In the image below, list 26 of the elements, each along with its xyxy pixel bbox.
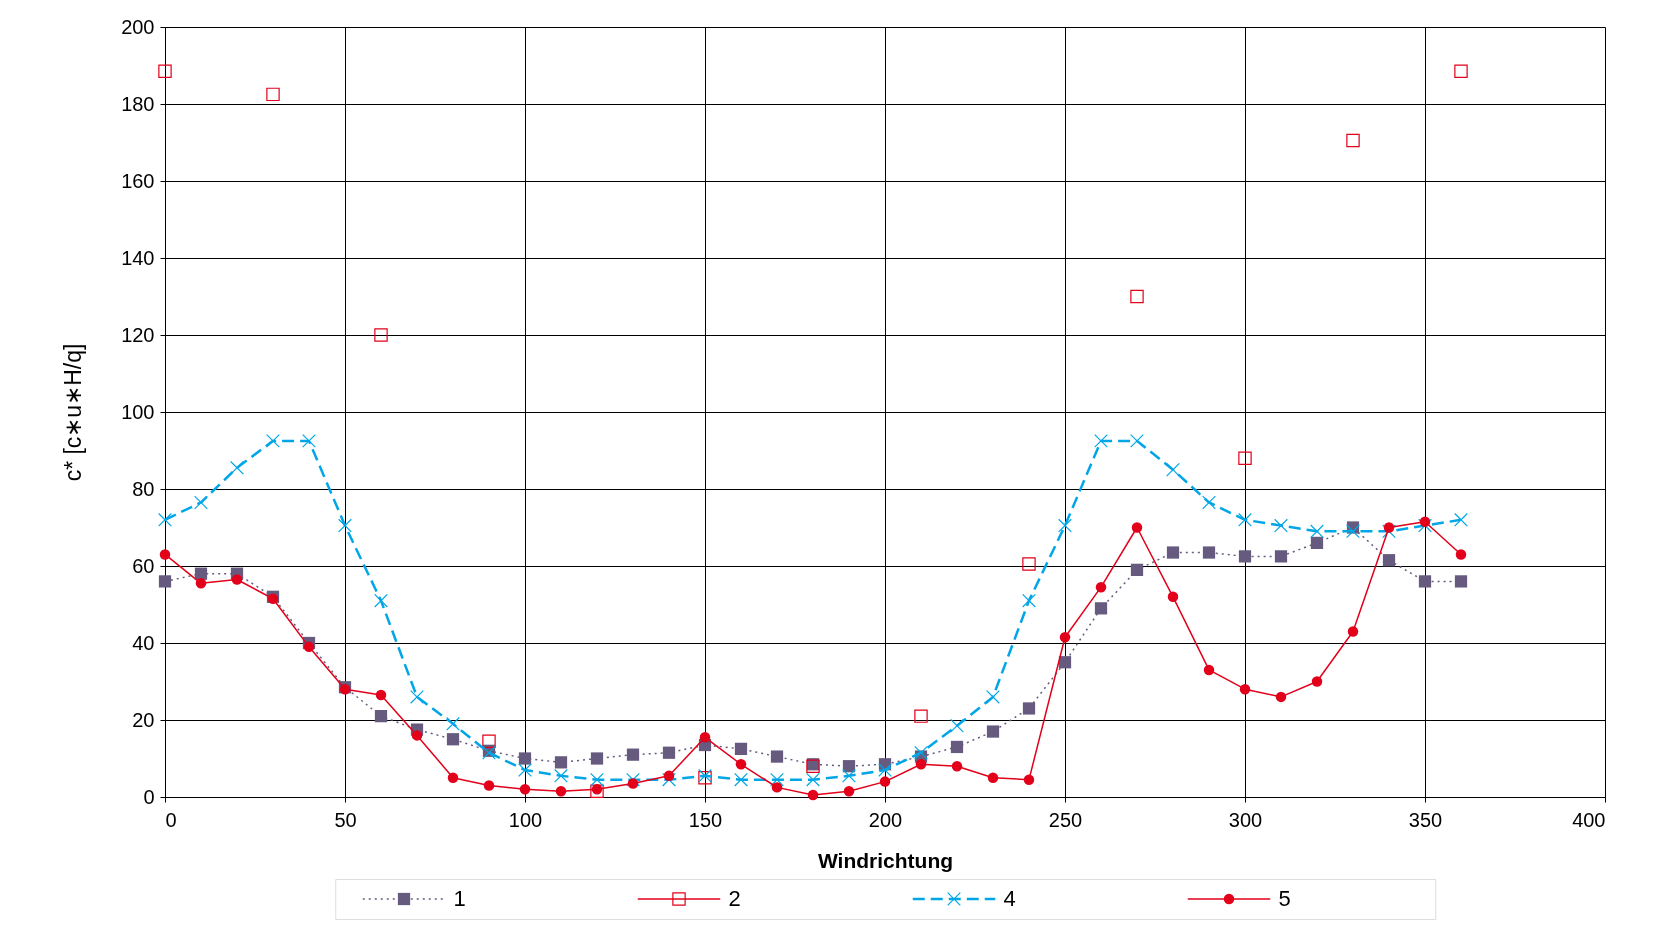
- x-tick-label: 50: [334, 808, 357, 831]
- y-tick-label: 60: [132, 554, 155, 577]
- y-tick-label: 80: [132, 477, 155, 500]
- x-axis-title: Windrichtung: [817, 848, 954, 872]
- x-tick-label: 400: [1572, 808, 1606, 831]
- y-tick-label: 40: [132, 631, 155, 654]
- y-tick-label: 160: [121, 169, 155, 192]
- y-tick-label: 200: [121, 15, 155, 38]
- y-tick-label: 140: [121, 246, 155, 269]
- y-tick-label: 120: [121, 323, 155, 346]
- x-tick-label: 200: [868, 808, 903, 831]
- x-tick-label: 0: [165, 808, 177, 831]
- y-tick-label: 20: [132, 708, 155, 731]
- legend-label: 1: [453, 886, 466, 911]
- x-tick-label: 300: [1228, 808, 1263, 831]
- legend-label: 5: [1278, 886, 1291, 911]
- x-tick-label: 350: [1408, 808, 1443, 831]
- x-tick-label: 100: [508, 808, 543, 831]
- y-tick-label: 100: [121, 400, 155, 423]
- y-axis-title: c* [c∗u∗H/q]: [60, 343, 87, 482]
- x-tick-label: 150: [688, 808, 723, 831]
- legend-label: 2: [728, 886, 741, 911]
- y-tick-label: 180: [121, 92, 155, 115]
- legend-label: 4: [1003, 886, 1016, 911]
- y-tick-label: 0: [143, 785, 155, 808]
- x-tick-label: 250: [1048, 808, 1083, 831]
